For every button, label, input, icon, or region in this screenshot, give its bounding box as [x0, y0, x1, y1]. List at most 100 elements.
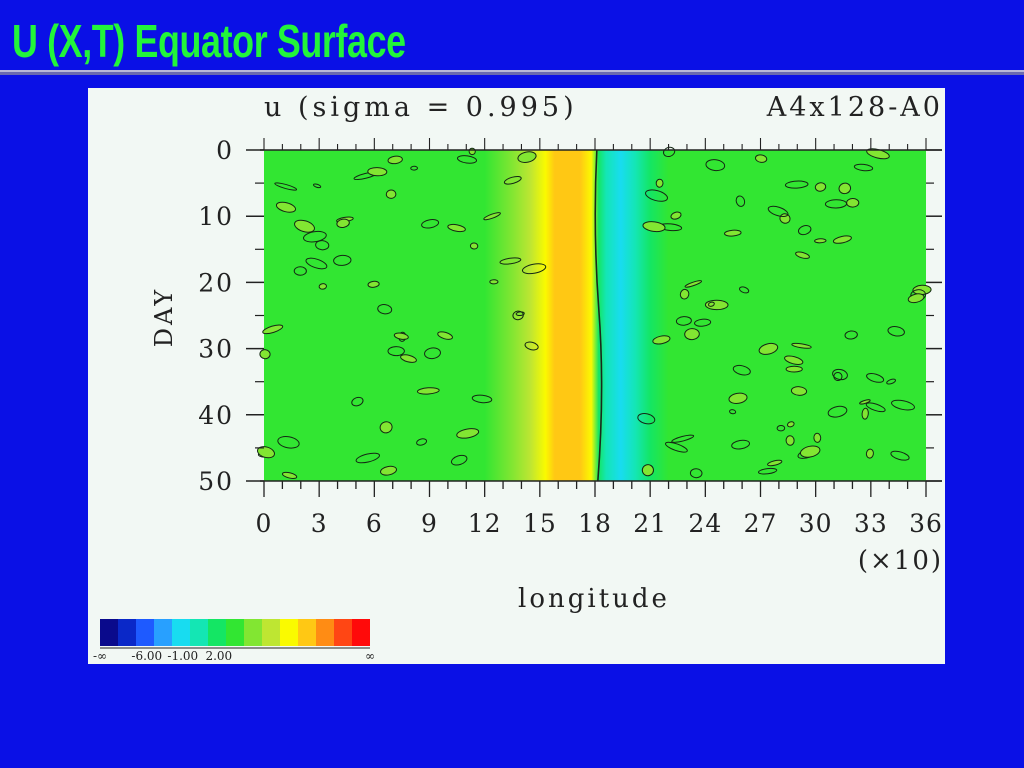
- contour-patch: [281, 471, 298, 479]
- contour-patch: [387, 346, 405, 357]
- contour-patch: [318, 283, 327, 290]
- contour-patch: [315, 240, 330, 251]
- contour-patch: [259, 349, 271, 360]
- contour-patch: [367, 167, 388, 177]
- contour-patch: [499, 257, 522, 265]
- x-tick-label: 30: [799, 509, 833, 538]
- colorbar-swatch: [226, 619, 244, 646]
- contour-patch: [437, 331, 453, 340]
- contour-patch: [776, 424, 786, 432]
- contour-patch: [355, 452, 381, 464]
- contour-patch: [844, 330, 858, 340]
- colorbar-label: -1.00: [167, 649, 198, 663]
- x-axis-multiplier: (×10): [858, 546, 943, 576]
- contour-patch: [731, 439, 751, 450]
- contour-patch: [303, 230, 327, 243]
- contour-patch: [861, 407, 869, 420]
- contour-patch: [424, 347, 441, 360]
- contour-patch: [393, 332, 409, 340]
- contour-patch: [671, 434, 695, 443]
- plot-panel: u (sigma = 0.995) A4x128-A0 0 10 20 30 40 50 …: [88, 88, 945, 664]
- contour-patch: [333, 254, 352, 266]
- y-axis-label: DAY: [150, 287, 178, 347]
- contour-patch: [832, 235, 852, 244]
- contour-patch: [471, 394, 493, 404]
- contour-patch: [637, 413, 656, 425]
- contour-patch: [795, 251, 810, 259]
- axes: [260, 149, 942, 482]
- x-tick-label: 24: [688, 509, 722, 538]
- colorbar-swatch: [172, 619, 190, 646]
- x-tick-label: 27: [744, 509, 778, 538]
- x-tick-label: 33: [854, 509, 888, 538]
- contour-patch: [853, 163, 874, 172]
- contour-patch: [483, 212, 501, 221]
- colorbar-labels: -∞ -6.00 -1.00 2.00 ∞: [93, 649, 375, 663]
- slide-title: U (X,T) Equator Surface: [12, 15, 406, 67]
- contour-patch: [377, 304, 393, 315]
- contour-patch: [891, 399, 915, 411]
- contour-patch: [416, 387, 440, 395]
- colorbar-label: -6.00: [131, 649, 162, 663]
- chart-subtitle: A4x128-A0: [766, 92, 943, 123]
- contour-patch: [294, 219, 315, 233]
- x-tick-label: 18: [578, 509, 612, 538]
- x-tick-label: 12: [468, 509, 502, 538]
- contour-patch: [907, 293, 925, 304]
- contour-patch: [833, 371, 843, 382]
- contour-patch: [694, 318, 712, 327]
- contour-patch: [416, 438, 428, 446]
- contour-patch: [293, 266, 307, 276]
- contour-patch: [791, 342, 812, 349]
- colorbar-swatch: [262, 619, 280, 646]
- x-tick-label: 6: [366, 509, 383, 538]
- contour-patch: [380, 465, 397, 476]
- hovmoller-chart: u (sigma = 0.995) A4x128-A0 01020304050 …: [93, 92, 943, 663]
- contour-patch: [675, 316, 692, 326]
- contour-patch: [351, 396, 364, 407]
- contour-patch: [865, 402, 886, 413]
- contour-patch: [517, 151, 537, 163]
- contour-patch: [799, 445, 821, 458]
- title-divider: [0, 70, 1024, 75]
- contour-patch: [641, 464, 654, 477]
- contour-patch: [859, 399, 871, 405]
- contour-patch: [410, 165, 418, 171]
- colorbar-swatch: [154, 619, 172, 646]
- contour-patch: [274, 182, 298, 191]
- contour-patch: [757, 467, 778, 475]
- contour-patch: [645, 189, 668, 202]
- contour-patch: [767, 459, 783, 467]
- contour-patch: [642, 221, 666, 233]
- contour-patch: [724, 229, 742, 237]
- contour-patch: [785, 435, 795, 446]
- contour-patch: [387, 155, 403, 165]
- contour-patch: [489, 279, 499, 285]
- y-tick-label: 30: [198, 335, 234, 364]
- contour-patch: [684, 280, 703, 288]
- y-tick-label: 50: [198, 467, 234, 496]
- plot-area: [257, 146, 932, 482]
- contour-patch: [503, 175, 522, 185]
- contour-patch: [367, 280, 380, 288]
- contour-patch: [797, 225, 812, 236]
- contour-patch: [767, 205, 789, 218]
- colorbar-swatch: [316, 619, 334, 646]
- contour-patch: [758, 342, 779, 355]
- contour-patch: [814, 182, 827, 192]
- colorbar-swatch: [136, 619, 154, 646]
- colorbar-swatch: [244, 619, 262, 646]
- contour-patch: [670, 211, 682, 220]
- contour-patch: [257, 446, 275, 459]
- contour-patch: [456, 155, 478, 164]
- contour-patch: [469, 242, 479, 250]
- contour-patch: [312, 183, 322, 189]
- contour-patch: [262, 324, 284, 335]
- colorbar-swatch: [298, 619, 316, 646]
- contour-patch: [524, 341, 539, 351]
- colorbar-swatch: [208, 619, 226, 646]
- contour-patch: [707, 301, 715, 307]
- contour-patch: [866, 372, 885, 383]
- x-axis: 0 3 6 9 12 15 18 21 24 27 30 33 36: [256, 138, 942, 538]
- contour-patch: [705, 159, 726, 172]
